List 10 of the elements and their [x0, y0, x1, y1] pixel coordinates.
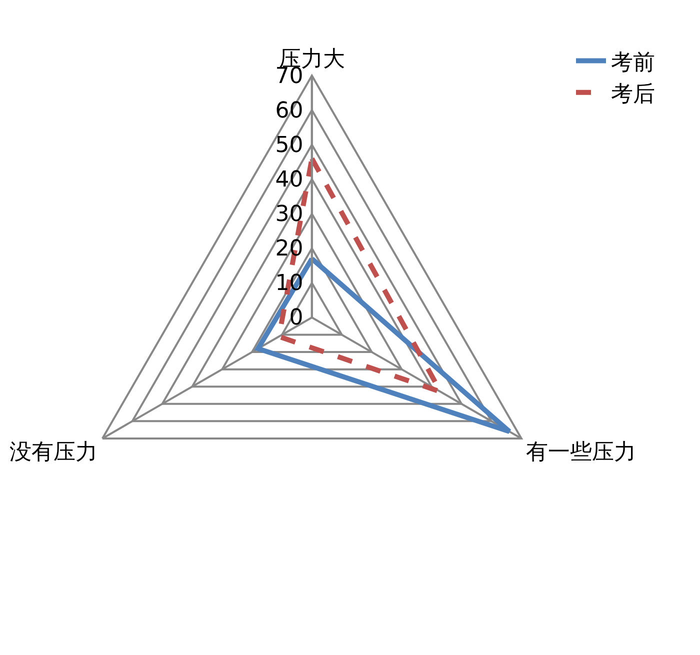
spoke-label: 没有压力 [10, 440, 98, 465]
y-tick-label: 40 [275, 167, 304, 192]
y-tick-label: 30 [275, 202, 304, 227]
y-tick-label: 50 [275, 132, 304, 158]
legend-label: 考后 [611, 82, 655, 107]
legend-label: 考前 [611, 50, 655, 76]
y-tick-label: 20 [275, 236, 304, 262]
y-tick-label: 0 [289, 306, 304, 331]
y-tick-label: 60 [275, 98, 304, 124]
spoke-label: 有一些压力 [526, 440, 636, 465]
